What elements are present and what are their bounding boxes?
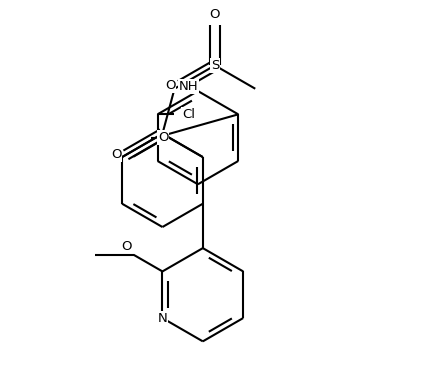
Text: O: O — [165, 79, 176, 92]
Text: Cl: Cl — [182, 108, 195, 121]
Text: NH: NH — [179, 80, 198, 93]
Text: O: O — [210, 8, 220, 21]
Text: O: O — [158, 131, 169, 144]
Text: N: N — [158, 311, 167, 324]
Text: O: O — [121, 239, 131, 252]
Text: S: S — [211, 59, 219, 72]
Text: O: O — [111, 148, 122, 161]
